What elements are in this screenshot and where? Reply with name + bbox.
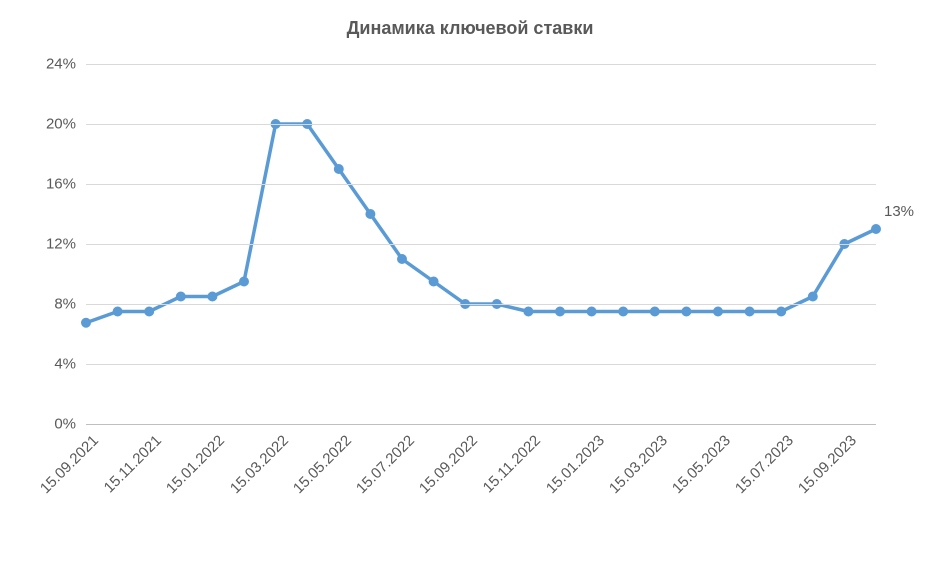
series-marker bbox=[523, 307, 533, 317]
chart-container: Динамика ключевой ставки 0%4%8%12%16%20%… bbox=[0, 0, 940, 562]
grid-line bbox=[86, 424, 876, 425]
series-marker bbox=[555, 307, 565, 317]
series-marker bbox=[871, 224, 881, 234]
series-marker bbox=[81, 318, 91, 328]
series-marker bbox=[144, 307, 154, 317]
data-label: 13% bbox=[884, 203, 914, 220]
chart-title: Динамика ключевой ставки bbox=[0, 18, 940, 39]
plot-area: 0%4%8%12%16%20%24%15.09.202115.11.202115… bbox=[86, 64, 876, 424]
series-marker bbox=[713, 307, 723, 317]
series-marker bbox=[681, 307, 691, 317]
series-marker bbox=[745, 307, 755, 317]
series-marker bbox=[397, 254, 407, 264]
series-marker bbox=[334, 164, 344, 174]
series-marker bbox=[207, 292, 217, 302]
grid-line bbox=[86, 124, 876, 125]
y-tick-label: 4% bbox=[54, 356, 86, 373]
grid-line bbox=[86, 244, 876, 245]
series-marker bbox=[239, 277, 249, 287]
series-marker bbox=[808, 292, 818, 302]
series-line bbox=[86, 124, 876, 323]
series-marker bbox=[776, 307, 786, 317]
y-tick-label: 0% bbox=[54, 416, 86, 433]
series-marker bbox=[650, 307, 660, 317]
series-marker bbox=[587, 307, 597, 317]
series-marker bbox=[429, 277, 439, 287]
grid-line bbox=[86, 64, 876, 65]
grid-line bbox=[86, 184, 876, 185]
series-marker bbox=[176, 292, 186, 302]
grid-line bbox=[86, 364, 876, 365]
y-tick-label: 16% bbox=[46, 176, 86, 193]
series-marker bbox=[113, 307, 123, 317]
series-marker bbox=[365, 209, 375, 219]
y-tick-label: 20% bbox=[46, 116, 86, 133]
y-tick-label: 8% bbox=[54, 296, 86, 313]
y-tick-label: 24% bbox=[46, 56, 86, 73]
y-tick-label: 12% bbox=[46, 236, 86, 253]
series-marker bbox=[618, 307, 628, 317]
grid-line bbox=[86, 304, 876, 305]
